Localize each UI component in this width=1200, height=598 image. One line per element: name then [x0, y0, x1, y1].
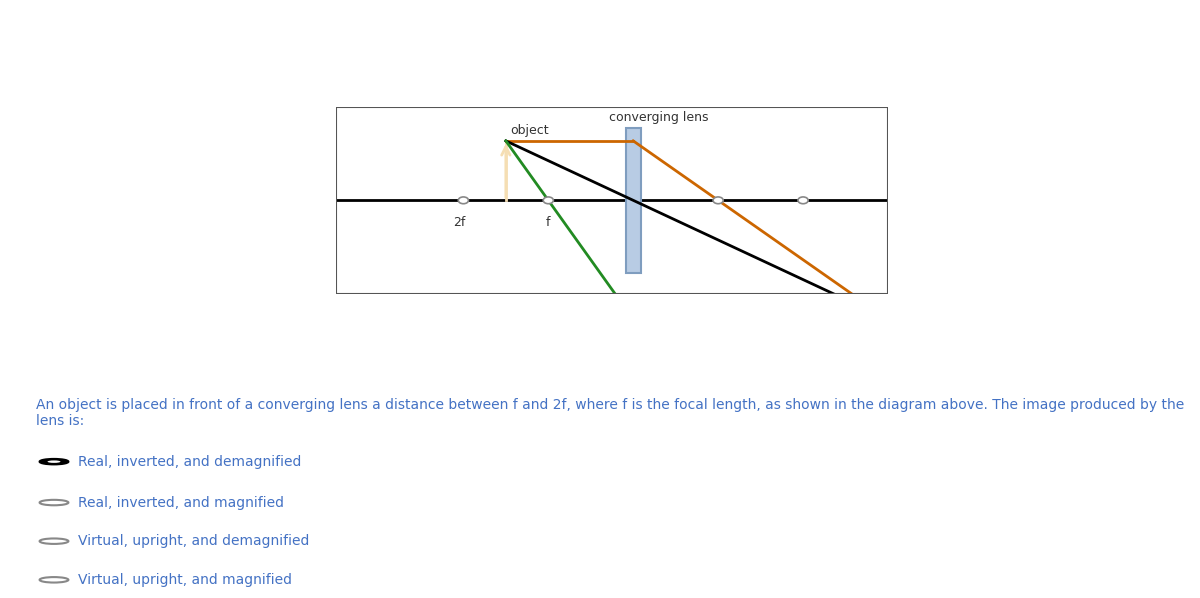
Ellipse shape	[713, 197, 724, 204]
Circle shape	[40, 500, 68, 505]
Circle shape	[40, 538, 68, 544]
Text: An object is placed in front of a converging lens a distance between f and 2f, w: An object is placed in front of a conver…	[36, 398, 1184, 428]
Text: Virtual, upright, and magnified: Virtual, upright, and magnified	[78, 573, 292, 587]
Text: converging lens: converging lens	[608, 111, 708, 124]
Ellipse shape	[544, 197, 553, 204]
Circle shape	[40, 459, 68, 465]
Bar	[625, 128, 641, 273]
Text: Virtual, upright, and demagnified: Virtual, upright, and demagnified	[78, 534, 310, 548]
Circle shape	[48, 460, 60, 463]
Ellipse shape	[798, 197, 808, 204]
Ellipse shape	[458, 197, 468, 204]
Text: object: object	[510, 124, 548, 136]
Text: Real, inverted, and magnified: Real, inverted, and magnified	[78, 496, 284, 509]
Text: f: f	[546, 216, 551, 228]
Circle shape	[40, 577, 68, 582]
Text: Real, inverted, and demagnified: Real, inverted, and demagnified	[78, 454, 301, 469]
Text: 2f: 2f	[452, 216, 466, 228]
